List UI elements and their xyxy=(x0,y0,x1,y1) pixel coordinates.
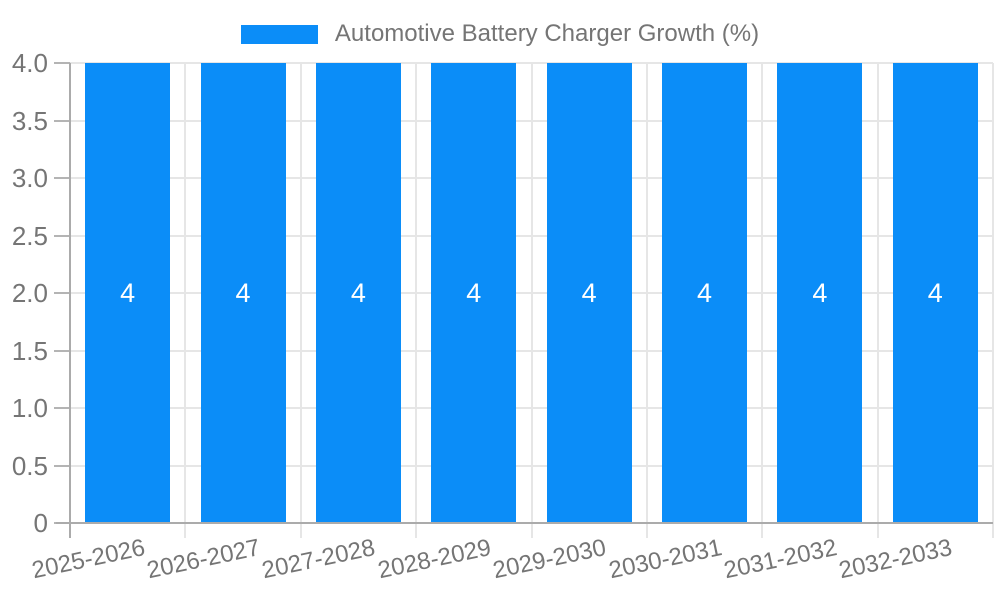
y-tick xyxy=(54,292,70,294)
bar-value-label: 4 xyxy=(927,278,943,308)
y-tick xyxy=(54,119,70,122)
bar xyxy=(200,63,286,523)
v-gridline xyxy=(299,63,302,538)
v-gridline xyxy=(645,63,648,538)
y-axis-tick-label: 0 xyxy=(33,508,48,538)
y-axis-tick-label: 0.5 xyxy=(11,450,48,481)
bar-value-label: 4 xyxy=(466,278,482,308)
v-gridline xyxy=(530,63,533,538)
bar-value-label: 4 xyxy=(350,278,366,308)
y-axis-line xyxy=(69,63,71,538)
bar-value-label: 4 xyxy=(235,278,251,308)
y-axis-tick-label: 1.0 xyxy=(11,393,48,423)
bar-value-label: 4 xyxy=(120,278,136,308)
bar-value-label: 4 xyxy=(581,278,597,308)
bar xyxy=(892,63,978,523)
bar xyxy=(662,63,748,523)
v-gridline xyxy=(184,63,187,538)
legend-label: Automotive Battery Charger Growth (%) xyxy=(334,20,760,47)
v-gridline xyxy=(876,63,879,538)
y-tick xyxy=(54,62,70,64)
bar xyxy=(777,63,863,523)
bar-value-label: 4 xyxy=(812,278,828,308)
y-axis-tick-label: 4.0 xyxy=(11,48,48,78)
y-tick xyxy=(54,407,70,409)
bar xyxy=(431,63,517,523)
bar-value-label: 4 xyxy=(697,278,713,308)
legend-swatch xyxy=(240,24,318,44)
y-tick xyxy=(54,177,70,179)
chart-legend: Automotive Battery Charger Growth (%) xyxy=(0,16,1000,52)
v-gridline xyxy=(761,63,764,538)
bar xyxy=(85,63,171,523)
bar xyxy=(546,63,632,523)
bar xyxy=(315,63,401,523)
y-tick xyxy=(54,464,70,467)
y-axis-tick-label: 1.5 xyxy=(11,335,48,366)
y-tick xyxy=(54,349,70,352)
x-axis-line xyxy=(56,522,993,524)
y-axis-tick-label: 3.0 xyxy=(11,163,48,193)
y-axis-tick-label: 2.0 xyxy=(11,278,48,308)
y-tick xyxy=(54,234,70,237)
v-gridline xyxy=(992,63,994,538)
y-axis-tick-label: 3.5 xyxy=(11,105,48,136)
y-axis-tick-label: 2.5 xyxy=(11,220,48,251)
v-gridline xyxy=(415,63,418,538)
